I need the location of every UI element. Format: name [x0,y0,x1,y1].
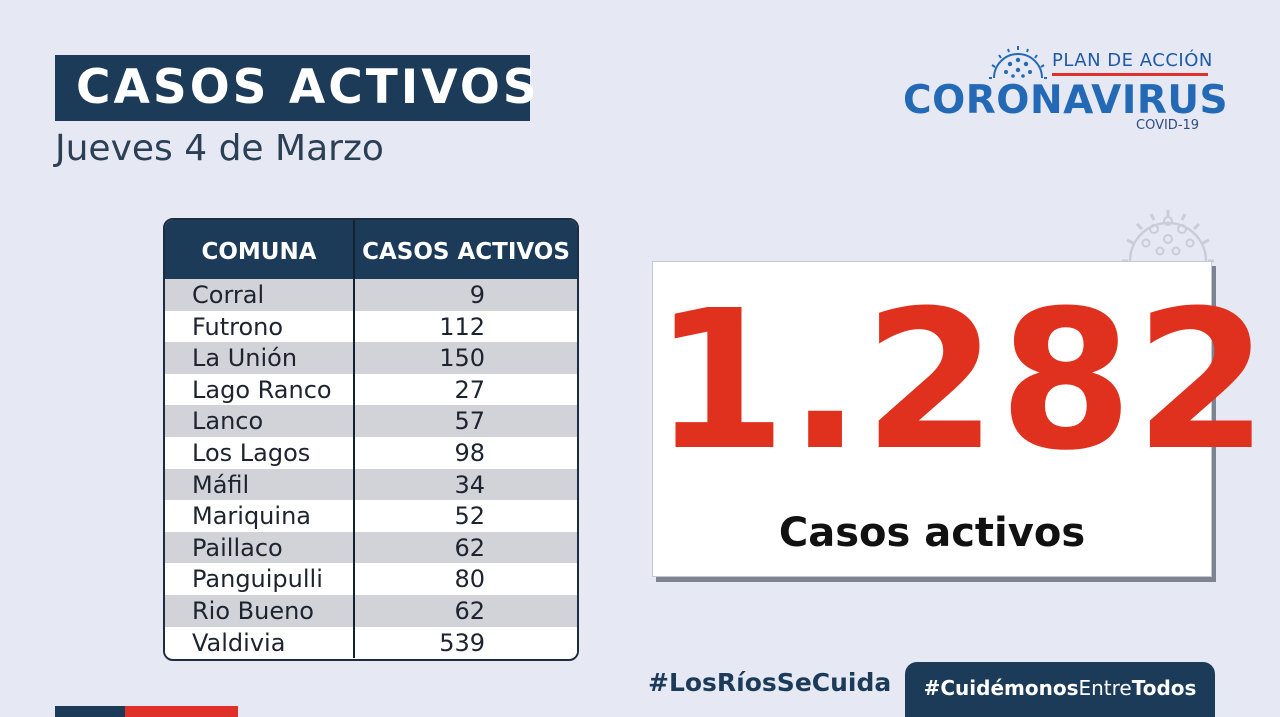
table-row: Lago Ranco 27 [165,373,577,406]
casos-cell: 112 [439,312,485,341]
casos-cell: 150 [439,344,485,373]
logo-divider [1052,73,1208,76]
table-row: La Unión 150 [165,342,577,374]
table-row: Corral 9 [165,279,577,311]
comuna-cell: Panguipulli [165,563,355,595]
casos-cell: 80 [454,565,485,594]
table-row: Valdivia 539 [165,626,577,659]
casos-cell: 98 [454,438,485,467]
casos-cell: 52 [454,502,485,531]
comuna-cell: Valdivia [165,626,355,659]
header-casos-activos: CASOS ACTIVOS [362,239,570,265]
casos-cell: 9 [469,281,485,309]
comuna-cell: Los Lagos [165,436,355,469]
comuna-cell: La Unión [165,342,355,374]
hashtag-part: #Cuidémonos [923,676,1079,700]
flag-stripe-red [125,706,238,717]
page-title: CASOS ACTIVOS [55,55,537,121]
virus-watermark-icon [1122,210,1214,263]
flag-stripe-blue [55,706,125,717]
table-row: Rio Bueno 62 [165,594,577,627]
hashtag-cuidemonos: #CuidémonosEntreTodos [905,662,1215,717]
header-comuna: COMUNA [165,220,355,279]
table-row: Los Lagos 98 [165,436,577,469]
table-row: Futrono 112 [165,310,577,343]
coronavirus-logo: PLAN DE ACCIÓN CORONAVIRUS COVID-19 [900,38,1228,138]
comuna-cell: Corral [165,279,355,311]
casos-cell: 62 [454,533,485,562]
table-row: Paillaco 62 [165,531,577,564]
comuna-cell: Lanco [165,405,355,437]
table-header: COMUNA CASOS ACTIVOS [165,220,577,279]
logo-plan-text: PLAN DE ACCIÓN [1052,50,1213,71]
total-cases-number: 1.282 [653,270,1271,493]
casos-cell: 57 [454,407,485,436]
cases-table: COMUNA CASOS ACTIVOS Corral 9 Futrono 112 … [163,218,579,661]
casos-cell: 34 [454,470,485,499]
casos-cell: 27 [454,375,485,404]
table-row: Máfil 34 [165,468,577,501]
table-row: Lanco 57 [165,405,577,437]
casos-cell: 539 [439,628,485,657]
date-subtitle: Jueves 4 de Marzo [55,128,384,169]
hashtag-part: Entre [1078,676,1132,700]
hashtag-los-rios: #LosRíosSeCuida [648,668,892,697]
comuna-cell: Rio Bueno [165,594,355,627]
comuna-cell: Mariquina [165,500,355,532]
comuna-cell: Máfil [165,468,355,501]
casos-cell: 62 [454,596,485,625]
table-row: Mariquina 52 [165,500,577,532]
hashtag-part: Todos [1131,676,1197,700]
table-body: Corral 9 Futrono 112 La Unión 150 Lago Ranc… [165,279,577,659]
total-cases-card: 1.282 Casos activos [652,261,1271,577]
comuna-cell: Paillaco [165,531,355,564]
comuna-cell: Lago Ranco [165,373,355,406]
logo-coronavirus-text: CORONAVIRUS [903,78,1229,123]
comuna-cell: Futrono [165,310,355,343]
total-cases-label: Casos activos [778,510,1086,556]
table-row: Panguipulli 80 [165,563,577,595]
logo-covid-text: COVID-19 [1136,118,1200,133]
virus-icon [989,46,1047,79]
